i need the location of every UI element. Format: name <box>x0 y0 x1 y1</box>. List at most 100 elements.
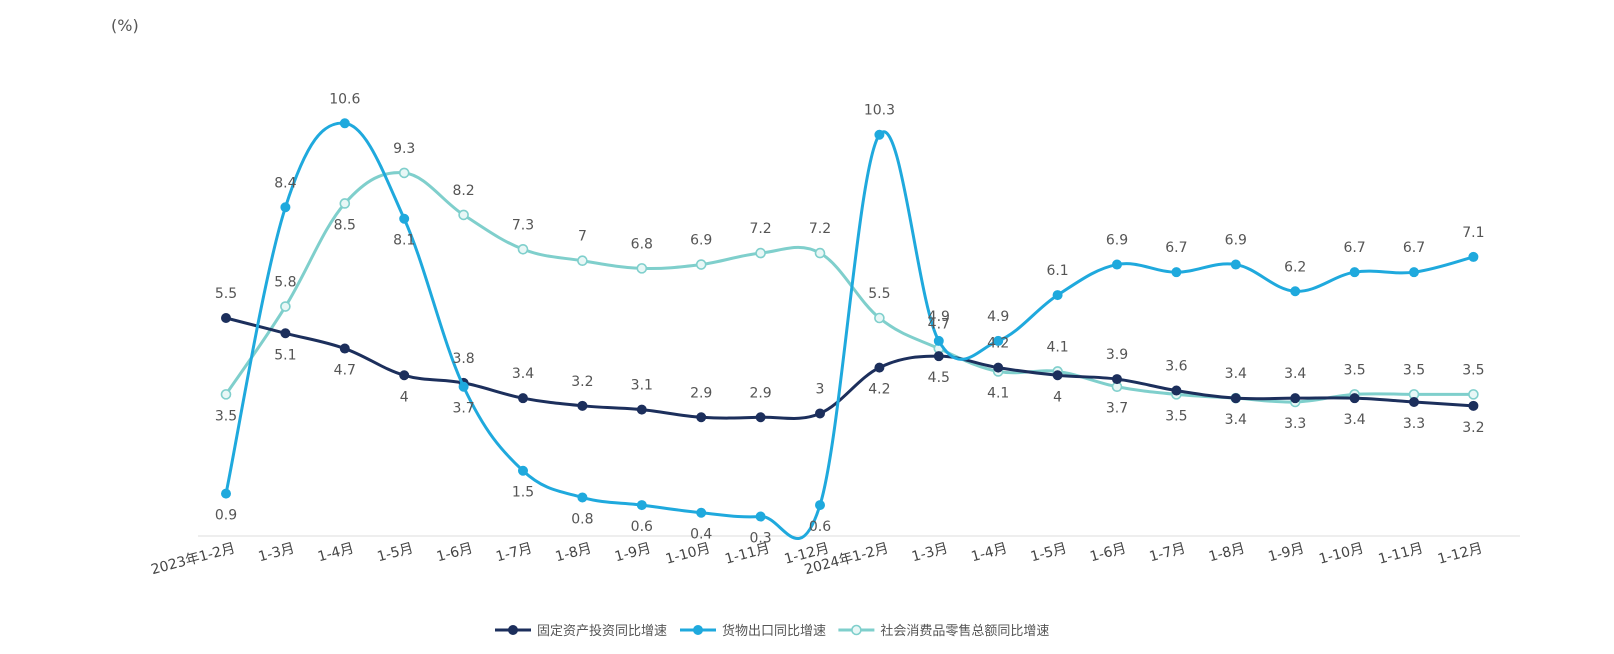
point-s2-5 <box>517 243 529 255</box>
data-label-s2-16: 3.5 <box>1165 408 1187 424</box>
legend-swatch-marker-0 <box>508 625 518 635</box>
data-label-s1-8: 0.4 <box>690 527 712 543</box>
point-s0-19 <box>1349 393 1360 404</box>
data-label-s2-6: 7 <box>578 229 587 245</box>
point-s1-18 <box>1290 286 1301 297</box>
point-s1-8 <box>696 507 707 518</box>
data-label-s1-5: 1.5 <box>512 485 534 501</box>
data-label-s0-0: 5.5 <box>215 286 237 302</box>
point-s0-13 <box>993 362 1004 373</box>
data-label-s0-20: 3.3 <box>1403 416 1425 432</box>
x-tick-label-8: 1-10月 <box>664 540 712 567</box>
point-s0-18 <box>1290 393 1301 404</box>
data-label-s1-6: 0.8 <box>571 511 593 527</box>
data-label-s2-20: 3.5 <box>1403 362 1425 378</box>
point-s0-14 <box>1052 370 1063 381</box>
point-s2-8 <box>695 259 707 270</box>
data-label-s0-14: 4 <box>1053 389 1062 405</box>
x-tick-label-19: 1-10月 <box>1317 540 1365 567</box>
point-s0-9 <box>755 412 766 423</box>
x-tick-label-21: 1-12月 <box>1436 540 1484 567</box>
x-tick-label-18: 1-9月 <box>1266 540 1306 565</box>
x-tick-label-0: 2023年1-2月 <box>149 540 237 578</box>
data-label-s1-17: 6.9 <box>1225 233 1247 249</box>
data-label-s0-11: 4.2 <box>868 382 890 398</box>
data-label-s1-3: 8.1 <box>393 233 415 249</box>
point-s2-9 <box>755 247 766 259</box>
y-unit-label: (%) <box>111 16 139 35</box>
point-s0-6 <box>577 400 588 411</box>
point-s0-17 <box>1230 393 1241 404</box>
data-label-s1-13: 4.9 <box>987 309 1009 325</box>
point-s0-7 <box>636 404 647 415</box>
data-label-s2-14: 4.1 <box>1046 339 1068 355</box>
data-label-s0-6: 3.2 <box>571 374 593 390</box>
x-tick-label-2: 1-4月 <box>316 540 356 565</box>
data-label-s0-19: 3.4 <box>1343 412 1365 428</box>
point-s0-3 <box>399 370 410 381</box>
data-label-s0-17: 3.4 <box>1225 366 1247 382</box>
x-tick-label-12: 1-3月 <box>910 540 950 565</box>
data-label-s0-4: 3.8 <box>452 351 474 367</box>
data-label-s1-0: 0.9 <box>215 508 237 524</box>
x-tick-label-9: 1-11月 <box>723 540 771 567</box>
point-s1-9 <box>755 511 766 522</box>
point-s0-15 <box>1112 374 1122 385</box>
data-label-s2-1: 5.8 <box>274 275 296 291</box>
series-line-0 <box>225 316 1474 420</box>
point-s1-3 <box>399 213 410 224</box>
point-s0-11 <box>874 362 885 373</box>
point-s1-14 <box>1052 290 1063 301</box>
x-tick-label-3: 1-5月 <box>375 540 415 565</box>
data-label-s0-13: 4.2 <box>987 336 1009 352</box>
point-s0-8 <box>696 412 707 423</box>
point-s1-11 <box>874 129 885 140</box>
data-label-s2-15: 3.7 <box>1106 401 1128 417</box>
point-s2-1 <box>280 301 291 312</box>
legend-label-0: 固定资产投资同比增速 <box>537 623 667 639</box>
data-label-s2-0: 3.5 <box>215 408 237 424</box>
data-label-s1-19: 6.7 <box>1343 240 1365 256</box>
data-label-s1-10: 0.6 <box>809 519 831 535</box>
legend-swatch-marker-2 <box>851 624 862 636</box>
point-s1-19 <box>1349 267 1360 278</box>
x-tick-label-4: 1-6月 <box>435 540 475 565</box>
data-label-s1-9: 0.3 <box>749 531 771 547</box>
data-label-s1-1: 8.4 <box>274 175 296 191</box>
x-tick-label-15: 1-6月 <box>1088 540 1128 565</box>
x-tick-label-1: 1-3月 <box>257 540 297 565</box>
point-s1-4 <box>458 381 469 392</box>
data-label-s2-21: 3.5 <box>1462 362 1484 378</box>
point-s2-3 <box>398 167 410 179</box>
data-label-s0-9: 2.9 <box>749 385 771 401</box>
data-label-s1-14: 6.1 <box>1046 263 1068 279</box>
x-tick-label-14: 1-5月 <box>1029 540 1069 565</box>
point-s1-2 <box>339 118 350 129</box>
data-label-s0-10: 3 <box>816 381 825 397</box>
data-label-s1-4: 3.7 <box>452 401 474 417</box>
data-label-s1-7: 0.6 <box>631 519 653 535</box>
data-label-s2-7: 6.8 <box>631 236 653 252</box>
point-s1-21 <box>1468 251 1479 262</box>
point-s2-21 <box>1468 389 1479 400</box>
point-s1-7 <box>636 500 647 511</box>
point-s1-0 <box>221 488 231 499</box>
series-line-1 <box>224 121 1474 541</box>
legend: 固定资产投资同比增速 货物出口同比增速 社会消费品零售总额同比增速 <box>495 623 1049 639</box>
data-label-s0-16: 3.6 <box>1165 359 1187 375</box>
data-label-s2-11: 5.5 <box>868 286 890 302</box>
point-s1-12 <box>933 335 944 346</box>
series-layer <box>220 118 1479 541</box>
legend-label-1: 货物出口同比增速 <box>722 623 826 639</box>
data-label-s1-18: 6.2 <box>1284 259 1306 275</box>
data-label-s2-4: 8.2 <box>452 183 474 199</box>
point-s0-21 <box>1468 400 1479 411</box>
data-label-s1-11: 10.3 <box>864 103 895 119</box>
data-label-s1-20: 6.7 <box>1403 240 1425 256</box>
data-label-s0-18: 3.4 <box>1284 366 1306 382</box>
point-s2-7 <box>636 263 648 274</box>
legend-label-2: 社会消费品零售总额同比增速 <box>880 623 1049 639</box>
data-label-s2-5: 7.3 <box>512 217 534 233</box>
data-label-s2-10: 7.2 <box>809 221 831 237</box>
